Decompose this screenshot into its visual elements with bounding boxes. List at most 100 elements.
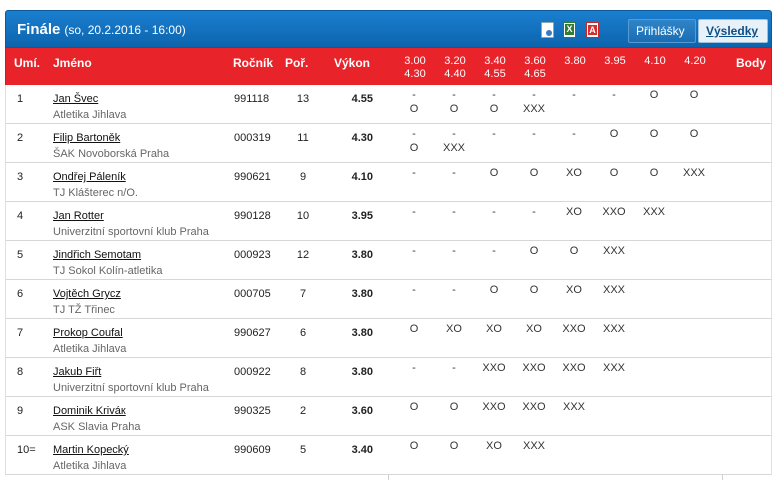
attempt-cell: O xyxy=(649,167,659,179)
attempt-cell: O xyxy=(449,440,459,452)
order-cell: 12 xyxy=(296,249,310,261)
column-header-name: Jméno xyxy=(53,56,92,70)
document-icon[interactable] xyxy=(541,22,554,38)
birth-cell: 990609 xyxy=(234,444,271,456)
table-row: 9 Dominik Kriváк ASK Slavia Praha 990325 2 3.… xyxy=(5,397,772,436)
result-cell: 4.55 xyxy=(351,93,373,105)
attempt-cell: O xyxy=(649,128,659,140)
club-name: ŠAK Novoborská Praha xyxy=(53,148,170,160)
birth-cell: 990621 xyxy=(234,171,271,183)
attempt-cell: XXO xyxy=(482,362,506,374)
athlete-name-link[interactable]: Dominik Kriváк xyxy=(53,405,126,417)
attempt-cell-second: O xyxy=(409,103,419,115)
attempt-cell: - xyxy=(452,89,456,101)
result-cell: 3.80 xyxy=(351,249,373,261)
column-header-height: 4.10 xyxy=(637,55,673,68)
attempt-cell: O xyxy=(449,401,459,413)
athlete-name-link[interactable]: Jan Švec xyxy=(53,93,99,105)
height-value: 4.20 xyxy=(684,55,706,67)
pdf-icon[interactable] xyxy=(586,22,599,38)
attempt-cell-second: O xyxy=(489,103,499,115)
attempt-cell-second: O xyxy=(449,103,459,115)
athlete-name-link[interactable]: Ondřej Páleník xyxy=(53,171,126,183)
height-value-second: 4.40 xyxy=(444,68,466,80)
table-row: 6 Vojtěch Grycz TJ TŽ Třinec 000705 7 3.80 - - O… xyxy=(5,280,772,319)
tab-prihlasky[interactable]: Přihlášky xyxy=(628,19,696,43)
result-cell: 3.80 xyxy=(351,327,373,339)
birth-cell: 990128 xyxy=(234,210,271,222)
rank-cell: 8 xyxy=(17,366,24,378)
rank-cell: 7 xyxy=(17,327,24,339)
rank-cell: 10= xyxy=(17,444,36,456)
order-cell: 11 xyxy=(297,132,309,144)
column-header-points: Body xyxy=(736,56,766,70)
athlete-name-link[interactable]: Filip Bartoněk xyxy=(53,132,121,144)
attempt-cell: XXO xyxy=(562,323,586,335)
attempt-cell: XXO xyxy=(562,362,586,374)
table-row: 5 Jindřich Semotam TJ Sokol Kolín-atletika… xyxy=(5,241,772,280)
rank-cell: 6 xyxy=(17,288,24,300)
result-cell: 3.80 xyxy=(351,366,373,378)
order-cell: 13 xyxy=(296,93,310,105)
height-value: 3.60 xyxy=(524,55,546,67)
tab-vysledky[interactable]: Výsledky xyxy=(698,19,768,43)
excel-icon[interactable] xyxy=(563,22,576,38)
attempt-cell-second: XXX xyxy=(442,142,465,154)
column-header-height: 3.80 xyxy=(557,55,593,68)
athlete-name-link[interactable]: Martin Kopecký xyxy=(53,444,129,456)
athlete-name-link[interactable]: Vojtěch Grycz xyxy=(53,288,121,300)
athlete-name-link[interactable]: Jakub Fiřt xyxy=(53,366,102,378)
attempt-cell: O xyxy=(409,440,419,452)
table-row: 1 Jan Švec Atletika Jihlava 991118 13 4.55 - O -… xyxy=(5,85,772,124)
height-value: 3.80 xyxy=(564,55,586,67)
attempt-cell: O xyxy=(689,89,699,101)
height-value: 3.00 xyxy=(404,55,426,67)
club-name: Univerzitní sportovní klub Praha xyxy=(53,382,209,394)
club-name: ASK Slavia Praha xyxy=(53,421,141,433)
column-header-height: 4.20 xyxy=(677,55,713,68)
event-datetime: (so, 20.2.2016 - 16:00) xyxy=(64,23,186,37)
result-cell: 4.10 xyxy=(351,171,373,183)
attempt-cell: XXX xyxy=(602,245,625,257)
order-cell: 7 xyxy=(299,288,307,300)
attempt-cell: - xyxy=(572,89,576,101)
column-header-order: Poř. xyxy=(285,56,309,70)
birth-cell: 000705 xyxy=(234,288,271,300)
attempt-cell: - xyxy=(492,89,496,101)
attempt-cell: - xyxy=(532,89,536,101)
attempt-cell: - xyxy=(452,284,456,296)
attempt-cell: XXO xyxy=(522,401,546,413)
athlete-name-link[interactable]: Jindřich Semotam xyxy=(53,249,142,261)
attempt-cell: - xyxy=(492,128,496,140)
attempt-cell: XXX xyxy=(682,167,705,179)
club-name: TJ Sokol Kolín-atletika xyxy=(53,265,163,277)
height-value: 3.20 xyxy=(444,55,466,67)
attempt-cell: - xyxy=(492,206,496,218)
attempt-cell: - xyxy=(412,284,416,296)
attempt-cell: O xyxy=(529,167,539,179)
table-row: 4 Jan Rotter Univerzitní sportovní klub Pr… xyxy=(5,202,772,241)
attempt-cell: - xyxy=(492,245,496,257)
attempt-cell: XO xyxy=(566,167,582,179)
table-row: 3 Ondřej Páleník TJ Klášterec n/O. 990621 9 4… xyxy=(5,163,772,202)
birth-cell: 000922 xyxy=(234,366,271,378)
club-name: TJ TŽ Třinec xyxy=(53,304,115,316)
page-title: Finále (so, 20.2.2016 - 16:00) xyxy=(17,21,186,38)
height-value-second: 4.55 xyxy=(484,68,506,80)
attempt-cell: XO xyxy=(566,206,582,218)
club-name: Univerzitní sportovní klub Praha xyxy=(53,226,209,238)
height-value-second: 4.65 xyxy=(524,68,546,80)
attempt-cell: O xyxy=(649,89,659,101)
attempt-cell: - xyxy=(612,89,616,101)
athlete-name-link[interactable]: Prokop Coufal xyxy=(53,327,123,339)
birth-cell: 000319 xyxy=(234,132,271,144)
club-name: Atletika Jihlava xyxy=(53,109,127,121)
table-row: 7 Prokop Coufal Atletika Jihlava 990627 6 3.8… xyxy=(5,319,772,358)
attempt-cell: XXX xyxy=(562,401,585,413)
result-cell: 4.30 xyxy=(351,132,373,144)
athlete-name-link[interactable]: Jan Rotter xyxy=(53,210,104,222)
attempt-cell: O xyxy=(569,245,579,257)
attempt-cell: XXO xyxy=(602,206,626,218)
result-cell: 3.40 xyxy=(351,444,373,456)
result-cell: 3.80 xyxy=(351,288,373,300)
